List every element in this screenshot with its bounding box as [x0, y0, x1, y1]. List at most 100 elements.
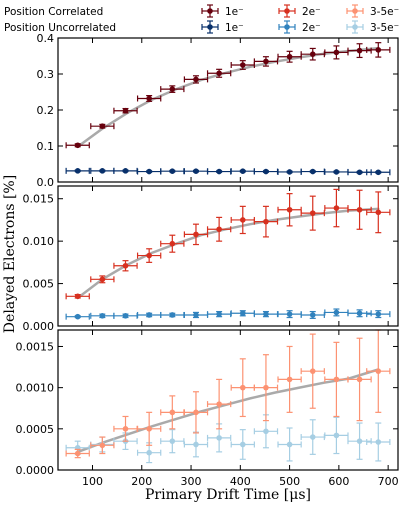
data-point [309, 210, 316, 216]
y-tick-label: 0.0015 [16, 340, 55, 353]
data-point [286, 441, 293, 448]
data-point [74, 313, 81, 320]
x-tick-label: 300 [181, 475, 202, 488]
data-point [216, 435, 222, 441]
data-point [375, 47, 382, 53]
data-point [309, 368, 316, 374]
y-tick-label: 0.4 [37, 32, 55, 45]
data-point [216, 401, 222, 407]
data-point [193, 76, 199, 83]
y-axis-label: Delayed Electrons [%] [2, 175, 18, 333]
data-point [216, 168, 222, 175]
x-axis-label: Primary Drift Time [μs] [145, 487, 311, 503]
data-point [216, 311, 222, 317]
legend-label: 3-5e⁻ [370, 6, 399, 18]
legend-marker [201, 20, 219, 34]
x-tick-label: 600 [328, 475, 349, 488]
y-tick-label: 0.000 [23, 320, 55, 333]
panel-frame [57, 329, 399, 471]
data-point [309, 312, 316, 318]
data-point [99, 313, 106, 319]
data-point [239, 62, 246, 68]
data-point [333, 376, 340, 383]
data-point [239, 168, 246, 174]
data-point [286, 376, 293, 383]
data-point [263, 384, 269, 391]
y-tick-label: 0.0000 [16, 464, 55, 477]
data-point [263, 168, 269, 175]
data-point [169, 438, 176, 444]
data-point [74, 168, 81, 174]
data-point [239, 384, 246, 391]
y-tick-label: 0.3 [37, 68, 55, 81]
legend-marker [346, 4, 364, 18]
panel-3: 0.0000 0.0005 0.0010 0.0015 [16, 329, 399, 477]
series-uncorrelated [65, 308, 391, 320]
data-point [356, 438, 363, 444]
data-point [193, 441, 199, 448]
data-point [263, 428, 269, 435]
legend: Position Correlated Position Uncorrelated… [4, 4, 399, 34]
x-tick-label: 200 [131, 475, 152, 488]
y-tick-label: 0.0010 [16, 382, 55, 395]
data-point [99, 442, 106, 449]
data-point [286, 169, 293, 175]
legend-label: 3-5e⁻ [370, 22, 399, 34]
y-tick-label: 0.0 [37, 176, 55, 189]
panel-frame [57, 37, 399, 183]
data-point [146, 168, 152, 175]
series-correlated [65, 42, 391, 149]
data-point [122, 168, 129, 174]
x-tick-label: 100 [82, 475, 103, 488]
legend-label: 1e⁻ [225, 22, 244, 34]
panel-2: 0.000 0.005 0.010 0.015 [23, 185, 399, 333]
data-point [146, 449, 152, 456]
data-point [356, 376, 363, 383]
data-point [309, 51, 316, 57]
y-tick-label: 0.2 [37, 104, 55, 117]
legend-marker [278, 4, 296, 18]
data-point [193, 231, 199, 238]
data-point [356, 47, 363, 54]
data-point [216, 226, 222, 233]
data-point [74, 142, 81, 149]
legend-marker [346, 20, 364, 34]
y-tick-label: 0.1 [37, 140, 55, 153]
data-point [169, 86, 176, 92]
data-point [99, 123, 106, 129]
y-tick-label: 0.015 [23, 193, 55, 206]
legend-marker [201, 4, 219, 18]
fit-curve [76, 46, 380, 148]
data-point [193, 312, 199, 318]
data-point [122, 107, 129, 114]
data-point [146, 252, 152, 259]
data-point [146, 426, 152, 432]
series-correlated [65, 329, 391, 459]
data-point [169, 409, 176, 416]
panel-1: 0.0 0.1 0.2 0.3 0.4 [37, 32, 399, 189]
x-tick-label: 500 [279, 475, 300, 488]
data-point [74, 450, 81, 457]
data-point [146, 95, 152, 102]
data-point [169, 312, 176, 318]
chart-panels: 0.00.10.20.30.40.0000.0050.0100.0150.000… [16, 32, 399, 488]
data-point [375, 368, 382, 374]
data-point [169, 240, 176, 247]
y-tick-label: 0.010 [23, 235, 55, 248]
data-point [146, 312, 152, 318]
data-point [122, 426, 129, 432]
fit-curve [76, 368, 380, 454]
legend-row-label: Position Uncorrelated [4, 22, 116, 34]
series-uncorrelated [65, 167, 391, 176]
data-point [333, 205, 340, 211]
data-point [169, 168, 176, 174]
data-point [333, 169, 340, 175]
data-point [375, 209, 382, 216]
legend-label: 1e⁻ [225, 6, 244, 18]
data-point [193, 409, 199, 416]
data-point [309, 168, 316, 175]
data-point [193, 168, 199, 174]
data-point [263, 311, 269, 317]
data-point [122, 313, 129, 319]
data-point [375, 311, 382, 317]
